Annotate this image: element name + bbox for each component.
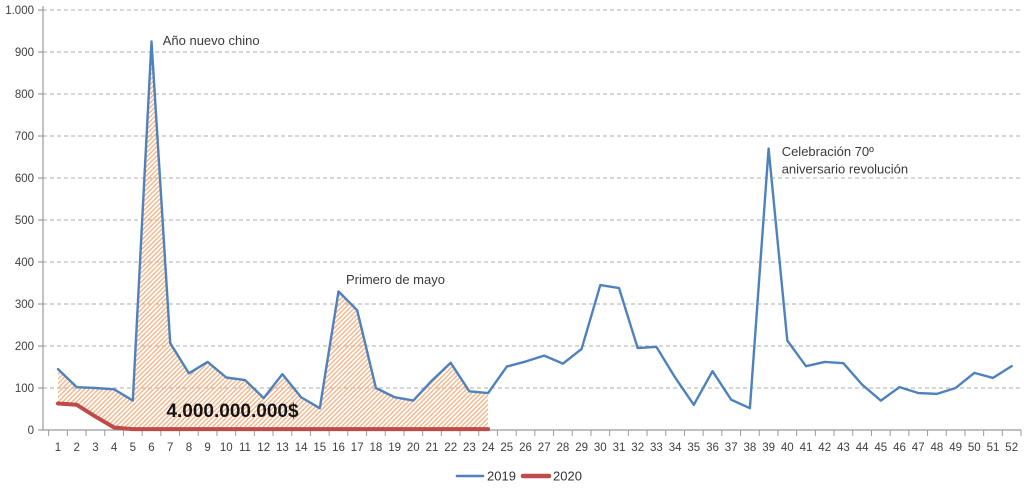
x-axis-tick-label: 28 [557,442,570,454]
x-axis-tick-label: 50 [968,442,981,454]
x-axis-tick-label: 39 [762,442,775,454]
y-axis-tick-label: 300 [15,299,34,311]
anno-lost-value: 4.000.000.000$ [166,401,299,422]
series-line-2020 [56,401,491,432]
y-axis-tick-label: 700 [15,131,34,143]
x-axis-tick-label: 52 [1005,442,1018,454]
anno-may-day: Primero de mayo [346,272,445,287]
y-axis-tick-label: 800 [15,89,34,101]
anno-revolution: Celebración 70º aniversario revolución [782,144,908,177]
x-axis-tick-label: 36 [706,442,719,454]
legend-label-2019: 2019 [487,469,516,484]
x-axis-tick-label: 31 [613,442,626,454]
x-axis-tick-label: 40 [781,442,794,454]
x-axis-tick-label: 41 [800,442,813,454]
y-axis-tick-label: 100 [15,383,34,395]
x-axis-tick-label: 23 [463,442,476,454]
x-axis-tick-label: 13 [276,442,289,454]
x-axis-tick-label: 21 [426,442,439,454]
x-axis-tick-label: 35 [687,442,700,454]
x-axis-tick-label: 1 [55,442,61,454]
x-axis-tick-label: 30 [594,442,607,454]
x-axis-tick-label: 32 [631,442,644,454]
x-axis-tick-label: 4 [111,442,118,454]
x-axis-tick-label: 14 [295,442,308,454]
x-axis-tick-label: 18 [370,442,383,454]
hatched-loss-area [58,41,489,430]
x-axis-tick-label: 26 [519,442,532,454]
legend-label-2020: 2020 [553,469,582,484]
x-axis-tick-label: 19 [388,442,401,454]
x-axis-tick-label: 15 [313,442,326,454]
x-axis-tick-label: 47 [912,442,925,454]
x-axis-tick-label: 12 [257,442,270,454]
x-axis-tick-label: 9 [204,442,210,454]
x-axis-tick-label: 11 [239,442,251,454]
x-axis-tick-label: 10 [220,442,233,454]
y-axis-tick-label: 600 [15,173,34,185]
x-axis-tick-label: 2 [73,442,79,454]
x-axis-tick-label: 3 [92,442,98,454]
y-axis-tick-label: 500 [15,215,34,227]
y-axis-tick-label: 1.000 [5,5,34,17]
x-axis-tick-label: 49 [949,442,962,454]
x-axis-tick-label: 17 [351,442,364,454]
x-axis-tick-label: 46 [893,442,906,454]
x-axis-tick-label: 16 [332,442,345,454]
x-axis-tick-label: 45 [874,442,887,454]
x-axis-tick-label: 25 [500,442,513,454]
y-axis-tick-label: 0 [28,425,34,437]
x-axis-tick-label: 6 [148,442,154,454]
series-line-2019 [56,40,1013,410]
x-axis-tick-label: 24 [482,442,495,454]
x-axis-tick-label: 27 [538,442,551,454]
x-axis-tick-label: 8 [186,442,192,454]
y-axis-tick-label: 900 [15,47,34,59]
anno-chinese-new-year: Año nuevo chino [163,33,260,48]
x-axis-tick-label: 44 [856,442,869,454]
x-axis-tick-label: 48 [931,442,944,454]
x-axis-tick-label: 42 [818,442,831,454]
x-axis-tick-label: 51 [987,442,1000,454]
x-axis-tick-label: 43 [837,442,850,454]
x-axis-tick-label: 34 [669,442,682,454]
x-axis-tick-label: 7 [167,442,173,454]
x-axis-tick-label: 37 [725,442,738,454]
x-axis-tick-label: 29 [575,442,588,454]
x-axis-tick-label: 20 [407,442,420,454]
x-axis-tick-label: 38 [744,442,757,454]
y-axis-tick-label: 400 [15,257,34,269]
x-axis-tick-label: 22 [444,442,457,454]
y-axis-tick-label: 200 [15,341,34,353]
x-axis-tick-label: 5 [130,442,136,454]
x-axis-tick-label: 33 [650,442,663,454]
